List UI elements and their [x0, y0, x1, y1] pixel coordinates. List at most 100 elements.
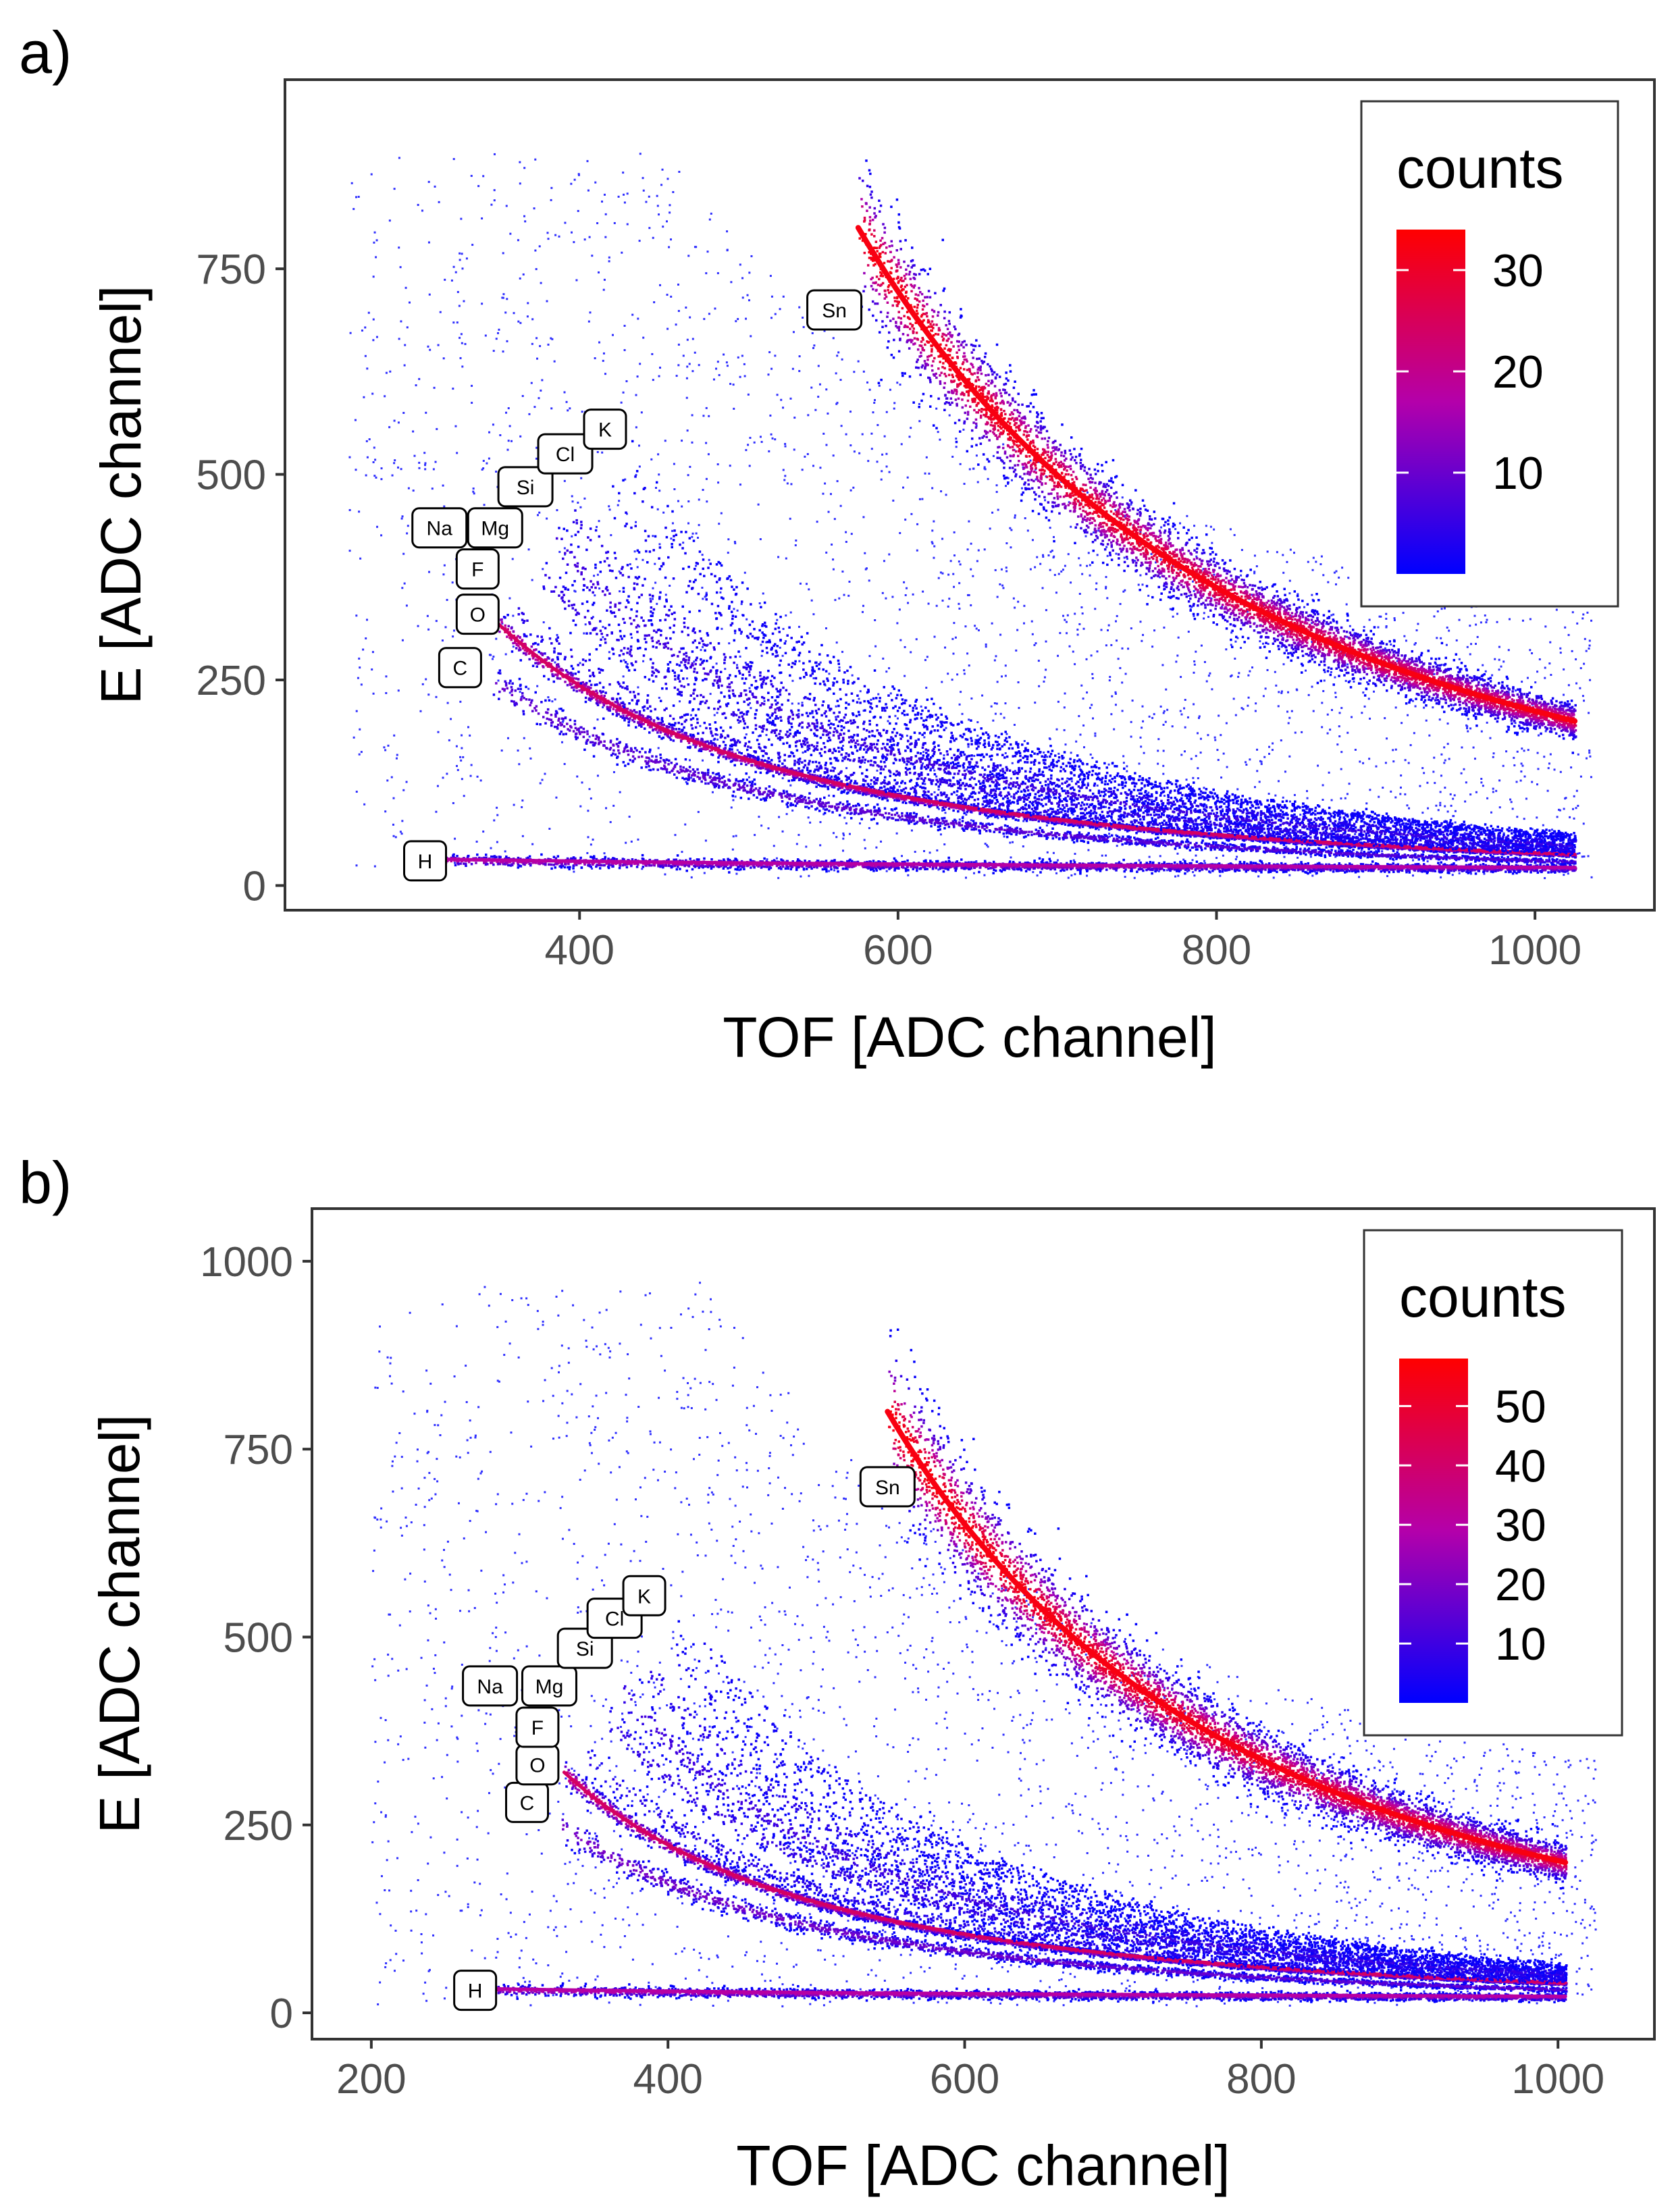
noise-point: [1141, 640, 1143, 642]
noise-point: [833, 337, 835, 339]
noise-point: [374, 866, 376, 868]
noise-point: [805, 845, 807, 847]
noise-point: [418, 462, 420, 464]
noise-point: [498, 329, 500, 331]
noise-point: [681, 506, 683, 508]
noise-point: [1534, 681, 1536, 683]
noise-point: [825, 444, 827, 446]
noise-point: [1064, 729, 1066, 731]
noise-point: [363, 396, 365, 398]
noise-point: [1047, 554, 1049, 556]
noise-point: [1570, 766, 1572, 768]
noise-point: [1257, 875, 1259, 877]
noise-point: [678, 171, 680, 173]
noise-point: [1042, 587, 1044, 589]
noise-point: [1336, 743, 1338, 745]
noise-point: [1101, 629, 1103, 631]
noise-point: [750, 335, 752, 337]
noise-point: [1113, 729, 1115, 731]
noise-point: [923, 736, 925, 738]
noise-point: [544, 773, 546, 775]
noise-point: [1306, 790, 1308, 792]
noise-point: [596, 222, 598, 224]
noise-point: [1433, 673, 1435, 675]
noise-point: [1064, 706, 1066, 708]
noise-point: [401, 518, 403, 520]
noise-point: [1070, 526, 1072, 528]
noise-point: [873, 402, 875, 404]
noise-point: [994, 659, 996, 661]
noise-point: [1180, 714, 1182, 716]
noise-point: [729, 774, 731, 776]
noise-point: [1467, 731, 1469, 733]
noise-point: [750, 255, 752, 257]
noise-point: [1539, 658, 1541, 660]
noise-point: [706, 478, 708, 480]
noise-point: [866, 567, 868, 569]
noise-point: [1293, 552, 1295, 554]
noise-point: [703, 318, 705, 320]
noise-point: [1079, 564, 1081, 567]
noise-point: [1521, 747, 1523, 749]
noise-point: [1023, 605, 1025, 607]
noise-point: [461, 253, 463, 255]
noise-point: [1075, 741, 1077, 743]
noise-point: [574, 179, 576, 181]
noise-point: [1108, 625, 1110, 627]
noise-point: [685, 307, 687, 309]
noise-point: [733, 408, 735, 410]
noise-point: [1268, 753, 1270, 755]
noise-point: [1328, 772, 1330, 774]
noise-point: [623, 675, 625, 677]
noise-point: [1583, 663, 1585, 665]
noise-point: [1032, 539, 1034, 541]
noise-point: [874, 619, 876, 621]
noise-point: [1160, 526, 1162, 528]
noise-point: [1386, 875, 1388, 877]
noise-point: [907, 874, 909, 876]
noise-point: [1583, 700, 1585, 702]
noise-point: [806, 583, 808, 585]
noise-point: [1288, 874, 1290, 876]
noise-point: [871, 448, 873, 450]
noise-point: [1089, 564, 1091, 566]
noise-point: [1234, 658, 1236, 660]
noise-point: [798, 307, 800, 309]
noise-point: [1046, 824, 1048, 826]
noise-point: [1163, 795, 1166, 797]
noise-point: [471, 244, 473, 246]
noise-point: [454, 838, 456, 840]
noise-point: [492, 423, 494, 425]
noise-point: [1381, 850, 1383, 852]
noise-point: [1256, 749, 1258, 751]
noise-point: [1482, 664, 1484, 666]
noise-point: [461, 333, 463, 335]
noise-point: [550, 187, 552, 189]
noise-point: [1151, 646, 1153, 648]
noise-point: [392, 824, 394, 826]
noise-point: [635, 426, 637, 428]
noise-point: [968, 521, 970, 523]
noise-point: [536, 685, 538, 687]
noise-point: [1163, 710, 1166, 712]
noise-point: [841, 359, 843, 361]
noise-point: [952, 653, 954, 655]
noise-point: [618, 500, 620, 502]
noise-point: [656, 603, 658, 605]
noise-point: [570, 183, 572, 185]
noise-point: [406, 781, 408, 783]
noise-point: [349, 550, 351, 552]
noise-point: [1557, 816, 1559, 818]
noise-point: [1459, 872, 1461, 874]
noise-point: [793, 417, 795, 419]
noise-point: [959, 818, 961, 820]
noise-point: [780, 399, 782, 401]
noise-point: [810, 387, 812, 389]
noise-point: [870, 699, 872, 701]
noise-point: [387, 745, 389, 747]
noise-point: [1456, 639, 1458, 641]
noise-point: [1249, 670, 1251, 673]
noise-point: [1022, 845, 1024, 847]
noise-point: [1469, 727, 1471, 729]
noise-point: [1218, 714, 1220, 716]
